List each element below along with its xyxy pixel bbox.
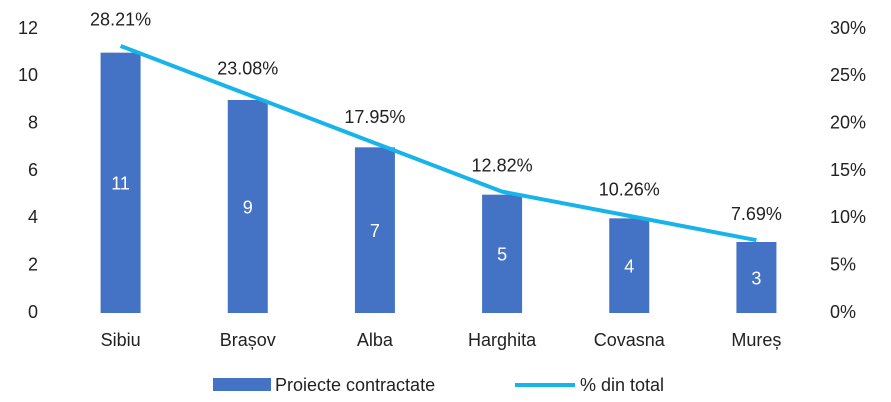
x-tick-label: Sibiu xyxy=(101,330,141,350)
line-value-label: 7.69% xyxy=(731,204,782,224)
y2-tick-label: 0% xyxy=(830,302,856,322)
bar-value-label: 9 xyxy=(243,197,253,217)
bar-value-label: 5 xyxy=(497,245,507,265)
y-tick-label: 12 xyxy=(18,18,38,38)
bar xyxy=(354,147,395,313)
x-tick-label: Harghita xyxy=(468,330,537,350)
y-tick-label: 6 xyxy=(28,160,38,180)
bar xyxy=(100,52,141,314)
bar-value-label: 4 xyxy=(624,256,634,276)
y-tick-label: 10 xyxy=(18,65,38,85)
legend-swatch xyxy=(213,378,271,391)
x-tick-label: Mureș xyxy=(731,330,781,350)
legend-label: Proiecte contractate xyxy=(275,375,435,395)
x-tick-label: Brașov xyxy=(220,330,276,350)
bar-value-label: 7 xyxy=(370,221,380,241)
bar xyxy=(736,242,777,313)
y2-tick-label: 10% xyxy=(830,207,866,227)
bar-value-label: 11 xyxy=(111,174,130,194)
line xyxy=(119,44,757,243)
bar xyxy=(227,100,268,313)
y2-tick-label: 20% xyxy=(830,112,866,132)
y2-tick-label: 30% xyxy=(830,18,866,38)
y2-tick-label: 5% xyxy=(830,254,856,274)
y-tick-label: 8 xyxy=(28,112,38,132)
x-tick-label: Alba xyxy=(357,330,394,350)
bar xyxy=(609,218,650,313)
x-tick-label: Covasna xyxy=(594,330,666,350)
line-value-label: 10.26% xyxy=(599,180,660,200)
legend-label: % din total xyxy=(580,375,664,395)
bar xyxy=(482,194,523,313)
y-tick-label: 2 xyxy=(28,254,38,274)
y-tick-label: 4 xyxy=(28,207,38,227)
line-value-label: 23.08% xyxy=(217,58,278,78)
y2-tick-label: 15% xyxy=(830,160,866,180)
line-value-label: 17.95% xyxy=(344,107,405,127)
line-value-label: 12.82% xyxy=(472,155,533,175)
line-value-label: 28.21% xyxy=(90,10,151,30)
y-tick-label: 0 xyxy=(28,302,38,322)
bar-value-label: 3 xyxy=(751,268,761,288)
y2-tick-label: 25% xyxy=(830,65,866,85)
